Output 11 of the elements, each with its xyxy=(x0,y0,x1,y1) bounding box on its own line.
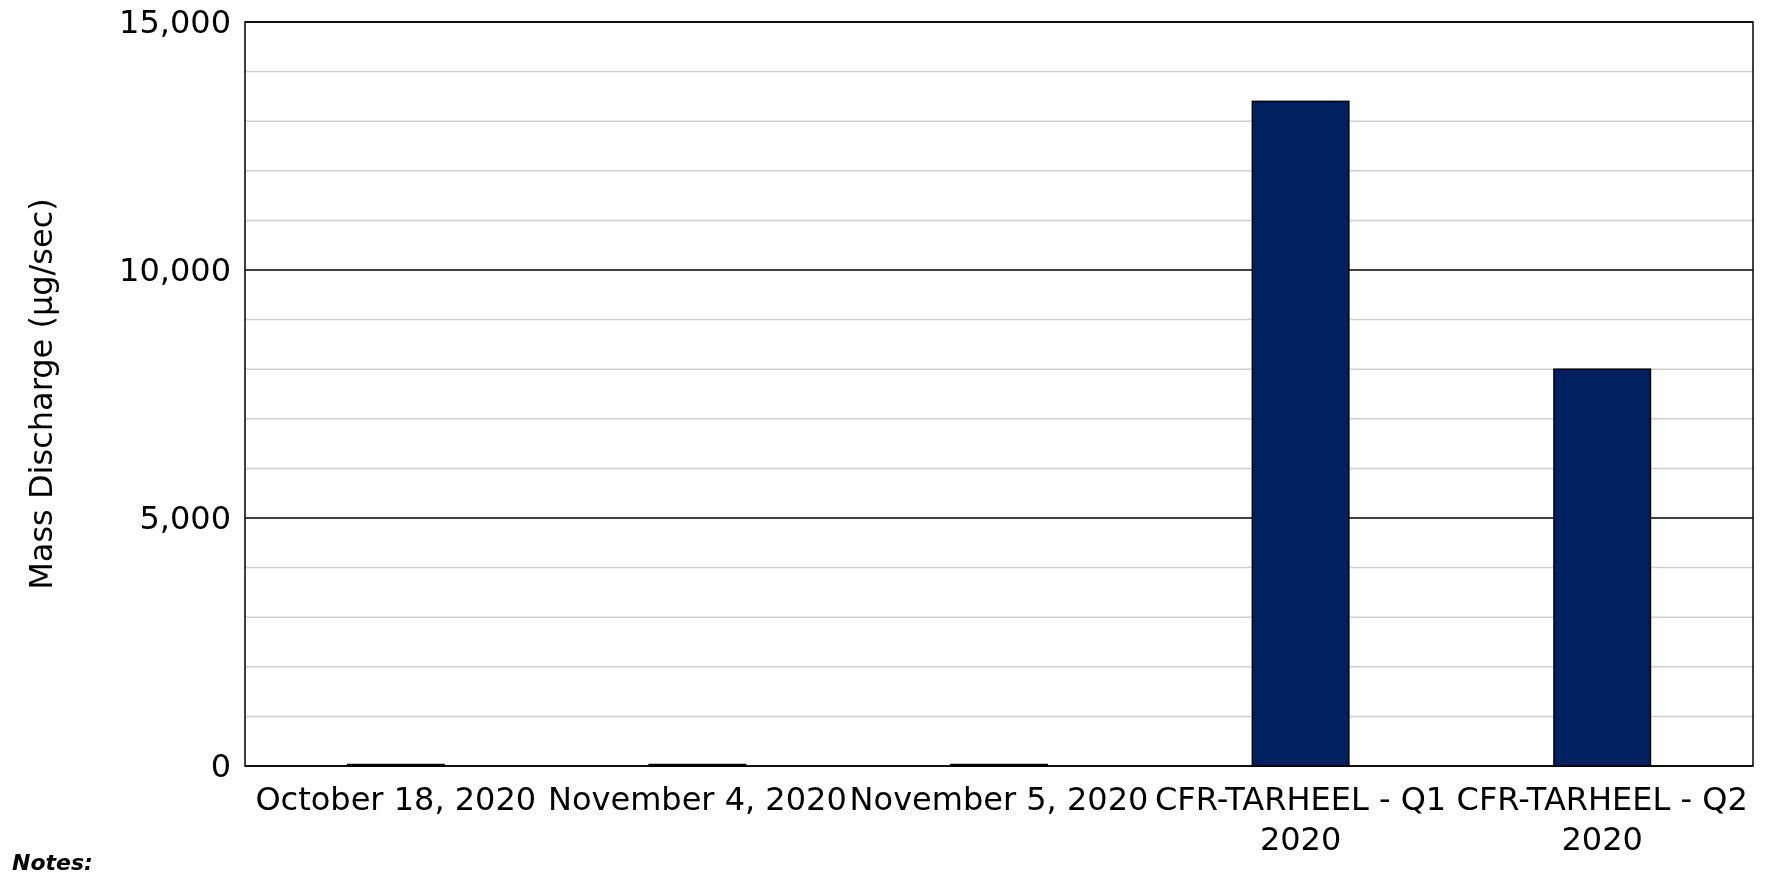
x-tick-label: October 18, 2020 xyxy=(255,780,537,818)
y-tick-label: 0 xyxy=(210,747,231,786)
text: Notes: xyxy=(12,850,93,875)
x-tick-label: CFR-TARHEEL - Q1 2020 xyxy=(1154,780,1447,858)
x-tick-label: November 5, 2020 xyxy=(849,780,1149,818)
y-tick-label: 10,000 xyxy=(119,251,231,290)
y-tick-label: 5,000 xyxy=(139,499,231,538)
y-axis-title: Mass Discharge (µg/sec) xyxy=(22,198,60,590)
x-tick-label: CFR-TARHEEL - Q2 2020 xyxy=(1456,780,1748,858)
x-tick-label: November 4, 2020 xyxy=(548,780,847,818)
y-tick-label: 15,000 xyxy=(119,3,231,42)
